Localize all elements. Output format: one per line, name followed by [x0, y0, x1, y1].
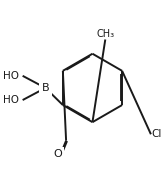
Text: B: B	[42, 83, 49, 93]
Text: O: O	[53, 149, 62, 159]
Text: HO: HO	[3, 71, 19, 81]
Text: HO: HO	[3, 95, 19, 105]
Text: CH₃: CH₃	[96, 29, 114, 40]
Text: Cl: Cl	[152, 129, 162, 139]
